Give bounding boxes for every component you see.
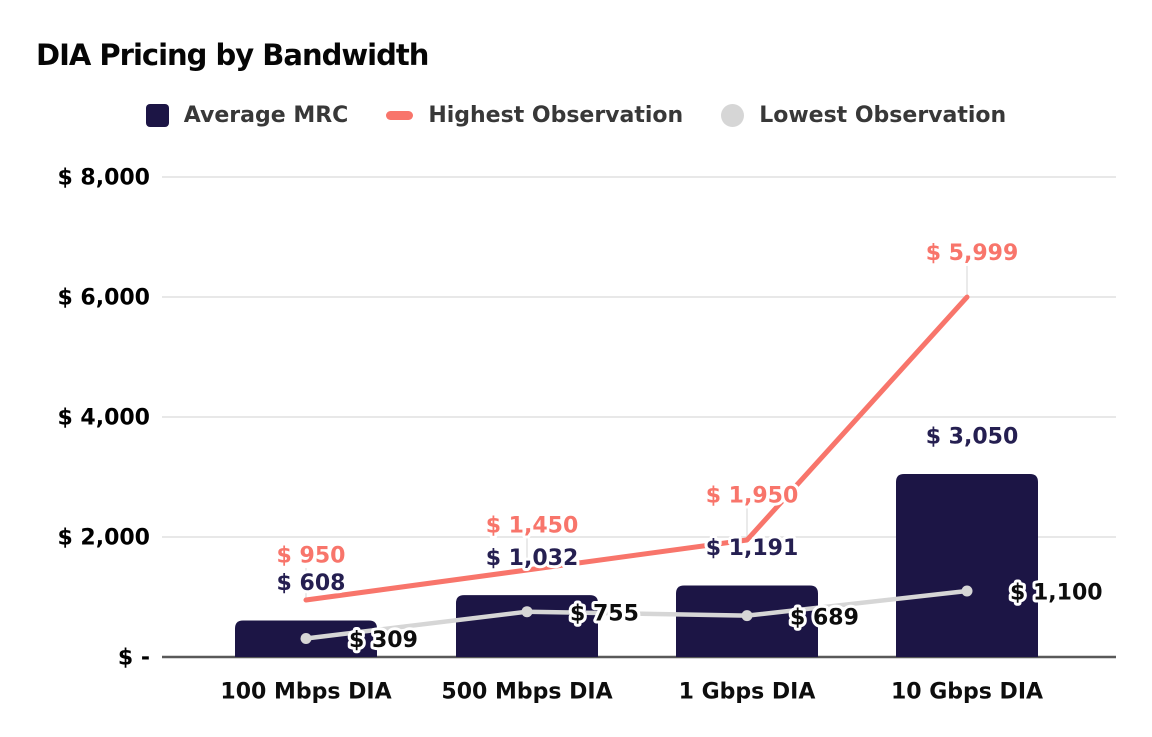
average-mrc-value-label: $ 1,032	[486, 546, 579, 571]
lowest-value-label: $ 1,100	[1010, 581, 1103, 606]
highest-value-label: $ 1,950	[706, 484, 799, 509]
lowest-value-label: $ 309	[349, 628, 418, 653]
x-axis-label: 1 Gbps DIA	[679, 680, 816, 705]
bar-average-mrc	[676, 585, 818, 657]
average-mrc-value-label: $ 1,191	[706, 536, 799, 561]
highest-value-label: $ 950	[277, 544, 346, 569]
legend-label-highest-observation: Highest Observation	[428, 103, 684, 128]
x-axis-label: 500 Mbps DIA	[441, 680, 612, 705]
x-axis-label: 100 Mbps DIA	[220, 680, 391, 705]
legend-label-lowest-observation: Lowest Observation	[759, 103, 1007, 128]
lowest-observation-circle-icon	[721, 104, 745, 127]
lowest-observation-marker	[741, 610, 753, 622]
lowest-value-label: $ 689	[790, 605, 859, 630]
average-mrc-value-label: $ 608	[277, 571, 346, 596]
highest-value-label: $ 5,999	[926, 241, 1019, 266]
average-mrc-value-label: $ 3,050	[926, 425, 1019, 450]
highest-observation-dash-icon	[386, 111, 414, 120]
legend: Average MRC Highest Observation Lowest O…	[0, 103, 1152, 128]
y-tick-label: $ -	[118, 646, 150, 671]
lowest-value-label: $ 755	[570, 601, 639, 626]
highest-observation-line	[303, 294, 970, 603]
lowest-observation-marker	[521, 606, 533, 618]
legend-item-average-mrc: Average MRC	[145, 103, 349, 128]
highest-value-label: $ 1,450	[486, 514, 579, 539]
average-mrc-square-icon	[145, 104, 169, 127]
x-axis-label: 10 Gbps DIA	[891, 680, 1043, 705]
lowest-observation-marker	[961, 585, 973, 597]
y-tick-label: $ 2,000	[57, 526, 150, 551]
legend-label-average-mrc: Average MRC	[183, 103, 349, 128]
bar-average-mrc	[896, 474, 1038, 657]
y-tick-label: $ 6,000	[57, 286, 150, 311]
y-tick-label: $ 4,000	[57, 406, 150, 431]
y-tick-label: $ 8,000	[57, 166, 150, 191]
legend-item-lowest-observation: Lowest Observation	[721, 103, 1006, 128]
chart-title: DIA Pricing by Bandwidth	[36, 38, 429, 72]
legend-item-highest-observation: Highest Observation	[386, 103, 683, 128]
lowest-observation-marker	[300, 632, 312, 644]
lowest-observation-line	[303, 588, 970, 641]
